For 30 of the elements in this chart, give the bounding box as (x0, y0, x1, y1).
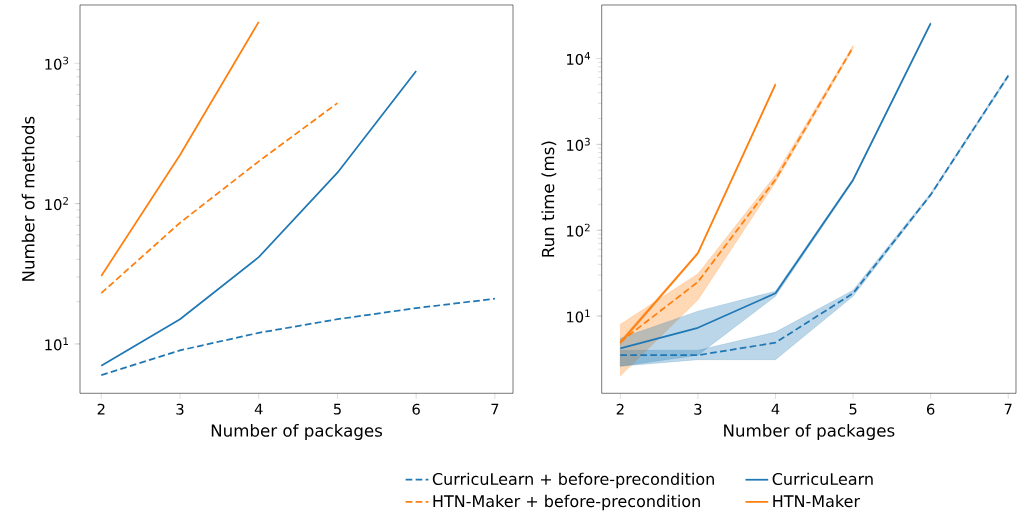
x-tick-label: 3 (176, 403, 184, 415)
y-axis-title: Number of methods (21, 116, 35, 281)
legend-label: HTN-Maker (773, 494, 861, 508)
x-tick-label: 6 (927, 403, 935, 415)
legend-label: HTN-Maker + before-precondition (433, 494, 700, 511)
y-tick-label: 10$^{3}$ (567, 137, 590, 151)
legend-label: CurricuLearn (772, 472, 873, 486)
x-tick-label: 6 (412, 403, 420, 415)
x-tick-label: 7 (1004, 403, 1012, 415)
y-tick-label: 10$^{1}$ (567, 309, 590, 323)
x-tick-label: 5 (333, 403, 341, 415)
line-series (100, 102, 339, 295)
y-tick-label: 10$^{2}$ (45, 197, 68, 211)
y-axis-title: Run time (ms) (541, 141, 557, 257)
y-tick-label: 10$^{1}$ (45, 337, 68, 351)
x-tick-label: 3 (694, 403, 702, 415)
x-tick-label: 7 (491, 403, 499, 415)
x-tick-label: 5 (849, 403, 857, 415)
legend-label: CurricuLearn + before-precondition (432, 472, 714, 489)
y-tick-label: 10$^{4}$ (567, 52, 591, 65)
y-tick-label: 10$^{3}$ (45, 56, 69, 70)
x-tick-label: 2 (97, 403, 105, 415)
y-tick-label: 10$^{2}$ (567, 223, 590, 237)
x-axis-title: Number of packages (211, 423, 383, 441)
line-series (100, 297, 496, 376)
line-series (100, 70, 418, 367)
x-tick-label: 4 (771, 403, 780, 415)
x-tick-label: 2 (616, 403, 624, 415)
x-tick-label: 4 (254, 403, 263, 415)
x-axis-title: Number of packages (724, 423, 895, 441)
